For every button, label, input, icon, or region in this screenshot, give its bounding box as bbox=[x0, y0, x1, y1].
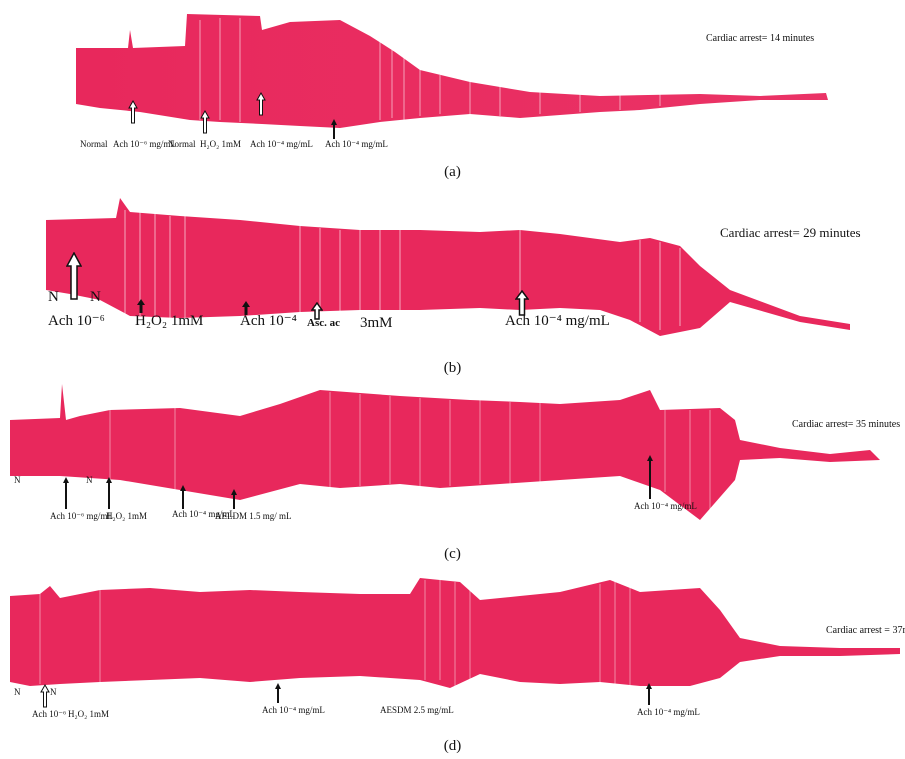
up-arrow-icon bbox=[180, 485, 186, 509]
panel-a-trace bbox=[76, 14, 828, 128]
annotation: Ach 10⁻⁴ mg/mL bbox=[262, 705, 325, 715]
panel-label: (a) bbox=[444, 164, 461, 180]
annotation: 3mM bbox=[360, 315, 393, 331]
annotation: Ach 10⁻⁴ mg/mL bbox=[325, 139, 388, 149]
annotation: Normal bbox=[80, 139, 108, 149]
annotation: N bbox=[86, 475, 93, 485]
up-arrow-icon bbox=[647, 455, 653, 499]
annotation: Ach 10⁻⁴ bbox=[240, 313, 297, 329]
annotation: Ach 10⁻⁶ bbox=[48, 313, 105, 329]
annotation: H₂O₂ 1mM bbox=[135, 313, 204, 329]
annotation: Ach 10⁻⁴ mg/mL bbox=[505, 313, 610, 329]
annotation: H₂O₂ 1mM bbox=[106, 511, 148, 521]
up-arrow-icon bbox=[515, 290, 529, 316]
annotation: N bbox=[48, 289, 59, 305]
annotation: H₂O₂ 1mM bbox=[200, 139, 242, 149]
panel-d-trace bbox=[10, 578, 900, 688]
annotation: Ach 10⁻⁶ mg/mL bbox=[50, 511, 113, 521]
cardiac-arrest-label: Cardiac arrest= 29 minutes bbox=[720, 225, 861, 240]
cardiac-arrest-label: Cardiac arrest= 14 minutes bbox=[706, 33, 815, 44]
up-arrow-icon bbox=[242, 301, 250, 315]
up-arrow-icon bbox=[331, 119, 337, 139]
up-arrow-icon bbox=[106, 477, 112, 509]
annotation: N bbox=[50, 687, 57, 697]
up-arrow-icon bbox=[200, 110, 210, 134]
annotation: Ach 10⁻⁶ bbox=[32, 709, 67, 719]
up-arrow-icon bbox=[231, 489, 237, 509]
annotation: Ach 10⁻⁶ mg/mL bbox=[113, 139, 176, 149]
panel-d: N N Ach 10⁻⁶ H₂O₂ 1mM Ach 10⁻⁴ mg/mL AES… bbox=[0, 570, 905, 759]
up-arrow-icon bbox=[66, 252, 82, 300]
up-arrow-icon bbox=[646, 683, 652, 705]
annotation: AESDM 2.5 mg/mL bbox=[380, 705, 454, 715]
up-arrow-icon bbox=[137, 299, 145, 313]
annotation: N bbox=[90, 289, 101, 305]
panel-a: Normal Ach 10⁻⁶ mg/mL Normal H₂O₂ 1mM Ac… bbox=[0, 0, 905, 185]
panel-label: (b) bbox=[443, 360, 462, 376]
annotation: Ach 10⁻⁴ mg/mL bbox=[634, 501, 697, 511]
cardiac-arrest-label: Cardiac arrest = 37minut bbox=[826, 625, 905, 636]
annotation: Ach 10⁻⁴ mg/mL bbox=[172, 509, 235, 519]
up-arrow-icon bbox=[128, 100, 138, 124]
up-arrow-icon bbox=[40, 684, 50, 708]
annotation: Ach 10⁻⁴ mg/mL bbox=[637, 707, 700, 717]
annotation: H₂O₂ 1mM bbox=[68, 709, 110, 719]
up-arrow-icon bbox=[63, 477, 69, 509]
up-arrow-icon bbox=[256, 92, 266, 116]
annotation: Asc. ac bbox=[307, 317, 340, 329]
panel-label: (c) bbox=[444, 546, 461, 562]
annotation: N bbox=[14, 475, 21, 485]
panel-c: N N Ach 10⁻⁶ mg/mL H₂O₂ 1mM Ach 10⁻⁴ mg/… bbox=[0, 380, 905, 570]
annotation: N bbox=[14, 687, 21, 697]
up-arrow-icon bbox=[275, 683, 281, 703]
up-arrow-icon bbox=[311, 302, 323, 320]
panel-b: N N Ach 10⁻⁶ H₂O₂ 1mM Ach 10⁻⁴ Asc. ac 3… bbox=[0, 190, 905, 380]
annotation: AELDM 1.5 mg/ mL bbox=[215, 511, 292, 521]
panel-c-trace bbox=[10, 384, 880, 520]
panel-b-trace bbox=[46, 198, 850, 336]
panel-label: (d) bbox=[443, 738, 462, 754]
annotation: Normal bbox=[168, 139, 196, 149]
annotation: Ach 10⁻⁴ mg/mL bbox=[250, 139, 313, 149]
cardiac-arrest-label: Cardiac arrest= 35 minutes bbox=[792, 419, 901, 430]
